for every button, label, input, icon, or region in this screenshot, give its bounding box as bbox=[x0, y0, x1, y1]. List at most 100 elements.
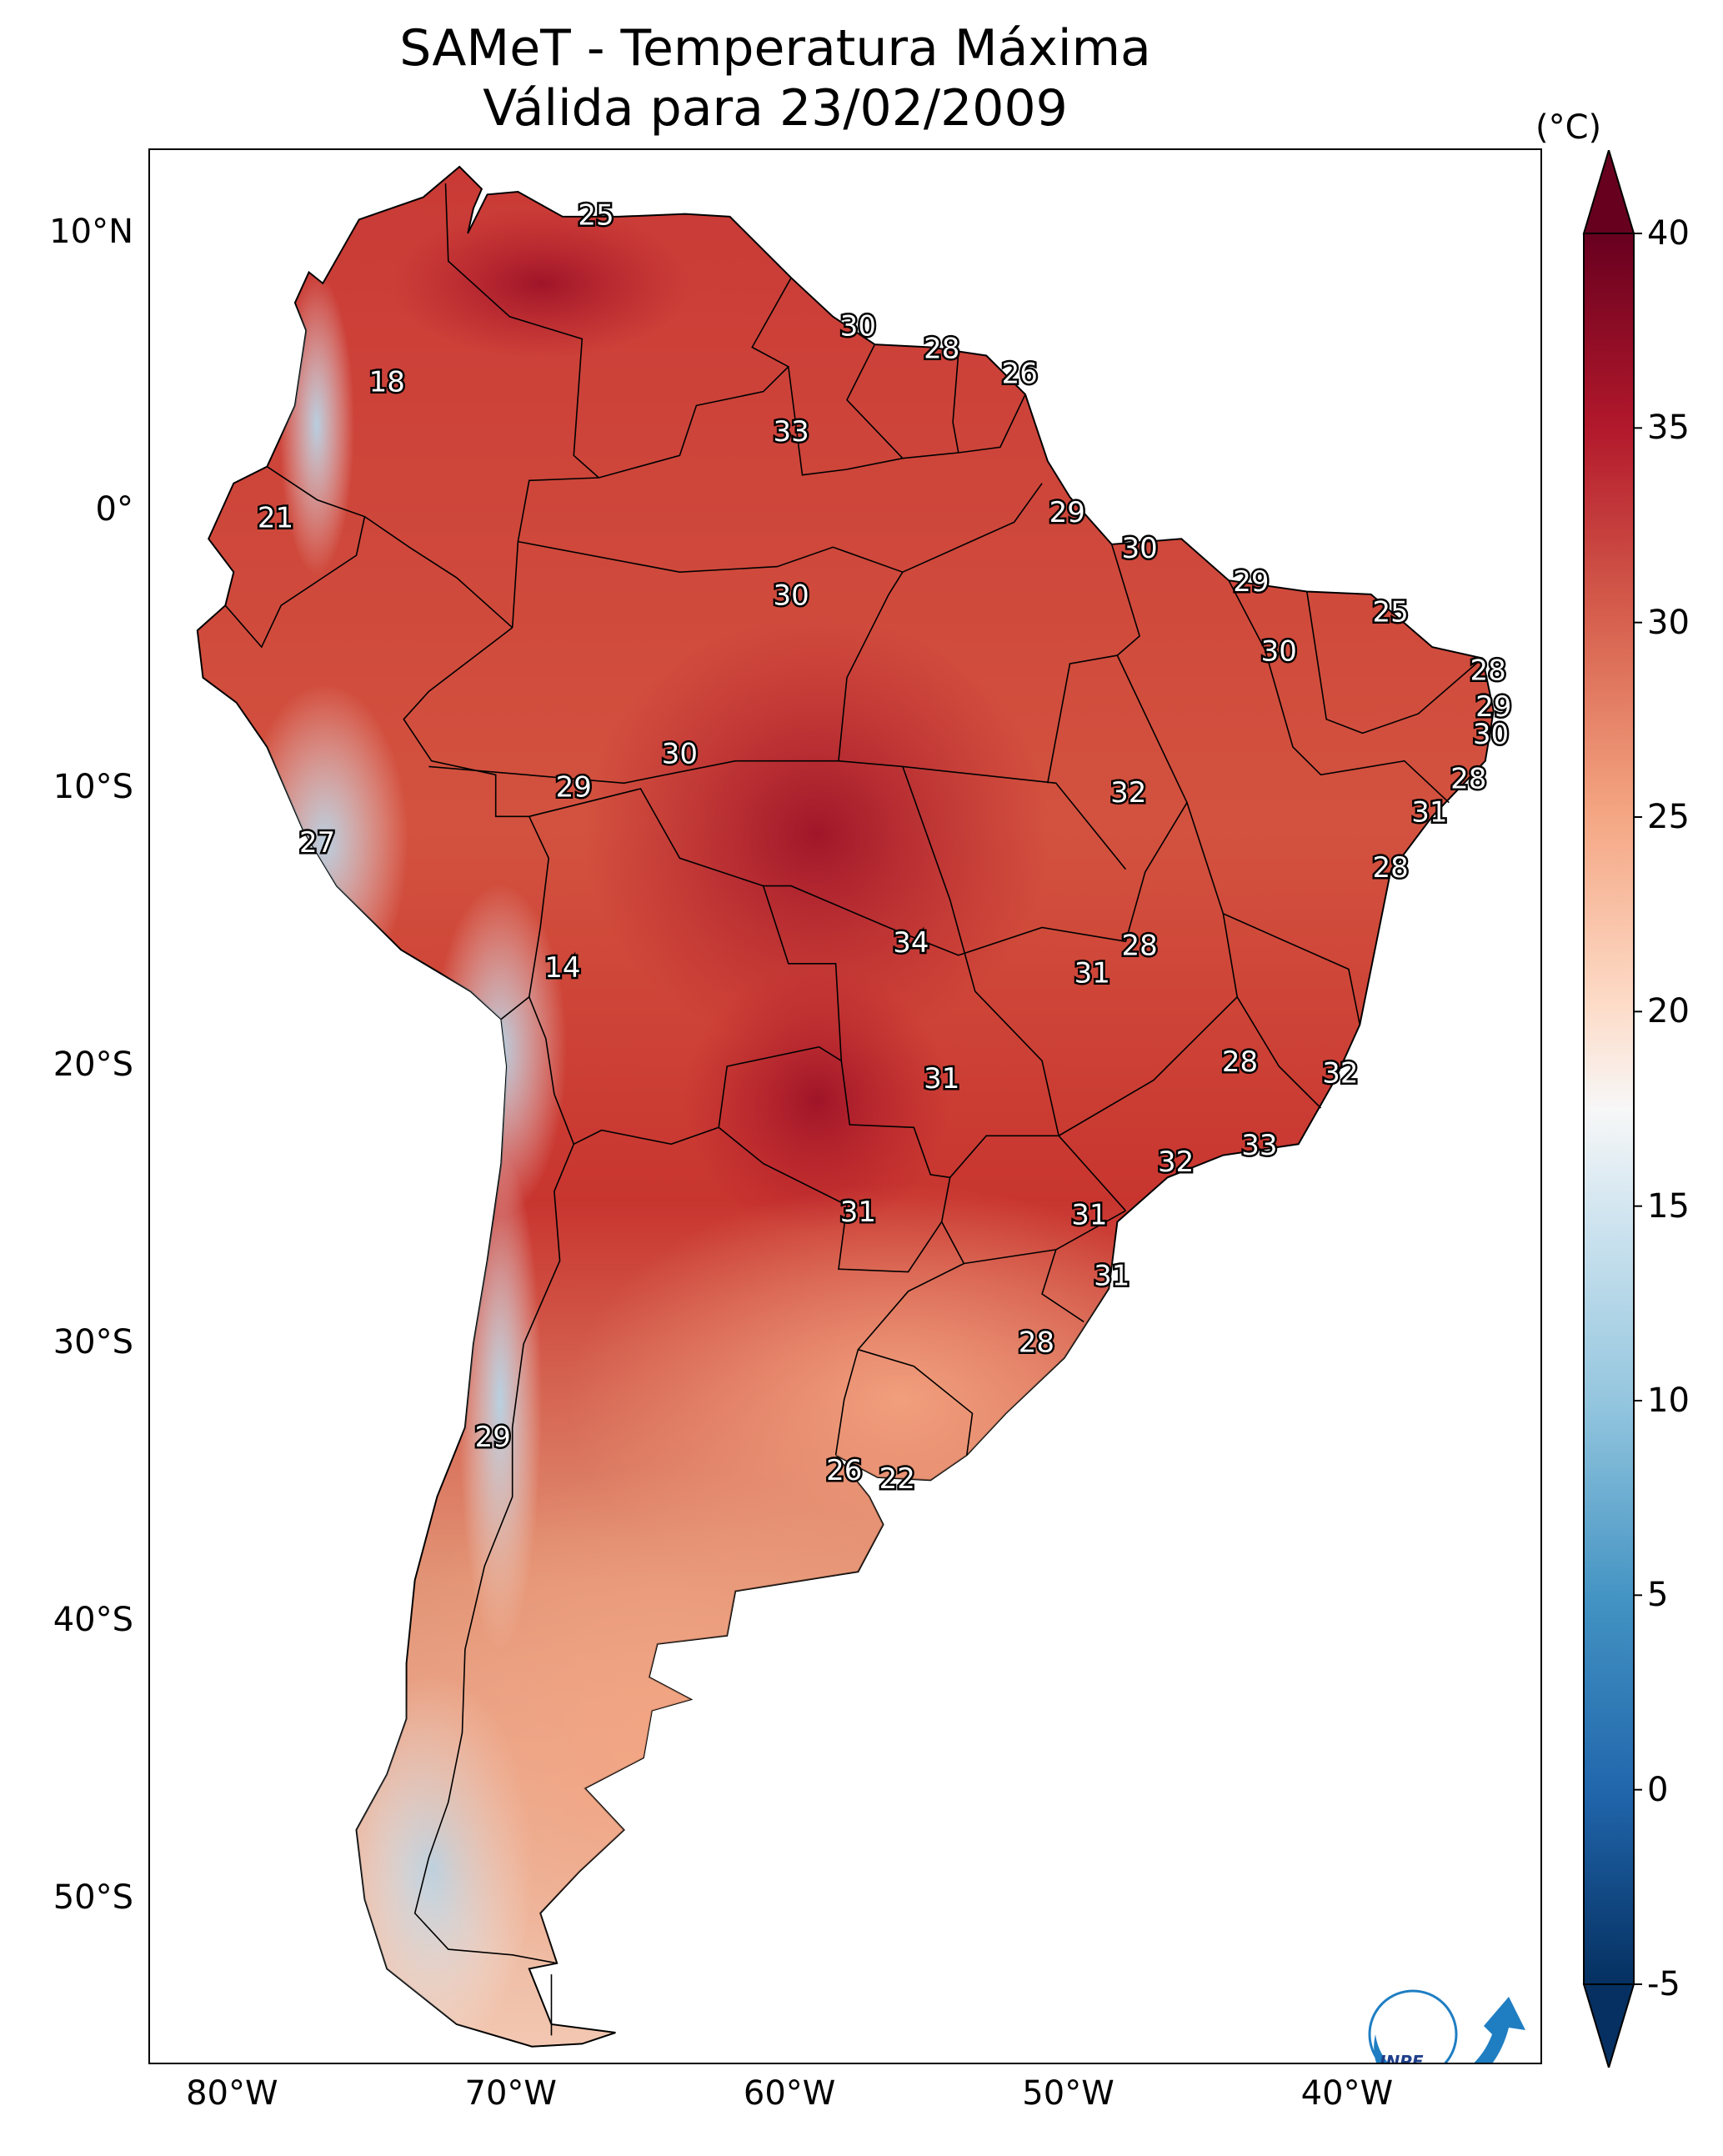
border-line bbox=[1228, 579, 1450, 804]
hot-region-central-brazil bbox=[584, 617, 1050, 1050]
border-line bbox=[364, 515, 513, 629]
border-line bbox=[1041, 1249, 1084, 1323]
border-line bbox=[1047, 544, 1141, 784]
border-line bbox=[599, 277, 792, 479]
border-line bbox=[858, 1348, 974, 1456]
colorbar-unit: (°C) bbox=[1535, 108, 1602, 147]
station-temperature-label: 33 bbox=[773, 415, 809, 449]
logo-text: INPE bbox=[1380, 2052, 1424, 2064]
border-line bbox=[500, 815, 550, 1020]
station-temperature-label: 32 bbox=[1322, 1057, 1358, 1091]
title-line-1: SAMeT - Temperatura Máxima bbox=[399, 19, 1151, 78]
longitude-tick-label: 50°W bbox=[1022, 2074, 1114, 2113]
station-temperature-label: 26 bbox=[826, 1454, 862, 1487]
station-temperature-label: 30 bbox=[773, 579, 809, 613]
border-line bbox=[949, 1135, 1059, 1178]
station-temperature-label: 31 bbox=[1411, 796, 1447, 830]
latitude-tick-label: 20°S bbox=[53, 1045, 133, 1085]
border-line bbox=[403, 627, 529, 818]
title-line-2: Válida para 23/02/2009 bbox=[483, 79, 1068, 138]
station-temperature-label: 27 bbox=[299, 826, 335, 860]
station-temperature-label: 30 bbox=[1261, 634, 1297, 668]
station-temperature-label: 30 bbox=[1121, 532, 1157, 565]
station-temperature-label: 28 bbox=[1372, 851, 1408, 885]
logo-swoosh bbox=[1374, 1997, 1525, 2063]
station-temperature-label: 22 bbox=[879, 1462, 915, 1496]
latitude-tick-label: 30°S bbox=[53, 1323, 133, 1362]
station-temperature-label: 31 bbox=[924, 1062, 959, 1096]
station-temperature-label: 28 bbox=[1121, 929, 1157, 962]
station-temperature-label: 25 bbox=[578, 198, 614, 232]
station-temperature-label: 29 bbox=[1049, 496, 1085, 529]
station-temperature-label: 31 bbox=[1071, 1198, 1107, 1231]
longitude-tick-label: 40°W bbox=[1300, 2074, 1394, 2113]
station-temperature-label: 28 bbox=[1019, 1326, 1054, 1360]
border-line bbox=[413, 1143, 575, 1964]
hot-region-venezuela bbox=[392, 208, 692, 358]
latitude-tick-label: 10°S bbox=[53, 768, 133, 806]
border-line bbox=[846, 343, 904, 459]
station-temperature-label: 28 bbox=[924, 332, 959, 365]
station-temperature-label: 31 bbox=[1074, 957, 1110, 990]
station-temperature-label: 30 bbox=[662, 738, 698, 771]
station-temperature-label: 29 bbox=[1233, 565, 1269, 599]
pale-region-argentina bbox=[367, 1467, 967, 2001]
station-temperature-label: 29 bbox=[1475, 690, 1511, 724]
colorbar-body bbox=[1583, 233, 1635, 1985]
colorbar-bottom-extension bbox=[1582, 1983, 1635, 2068]
station-temperature-label: 29 bbox=[475, 1421, 511, 1454]
latitude-tick-label: 10°N bbox=[49, 212, 133, 251]
station-temperature-label: 28 bbox=[1222, 1045, 1258, 1079]
station-temperature-label: 32 bbox=[1158, 1146, 1194, 1179]
colorbar-tick-label: 30 bbox=[1647, 603, 1690, 642]
latitude-tick-label: 0° bbox=[95, 489, 133, 529]
station-temperature-label: 28 bbox=[1470, 654, 1505, 688]
colorbar-tick-label: 20 bbox=[1647, 992, 1690, 1031]
colorbar-tick-label: 10 bbox=[1647, 1381, 1690, 1420]
border-line bbox=[444, 183, 599, 479]
station-temperature-label: 31 bbox=[1094, 1260, 1129, 1293]
station-temperature-label: 21 bbox=[258, 501, 293, 534]
station-temperature-label: 32 bbox=[1110, 776, 1146, 810]
border-line bbox=[1223, 913, 1361, 1025]
colorbar-tick-label: 5 bbox=[1647, 1576, 1669, 1615]
colorbar-ticks bbox=[1634, 233, 1642, 1985]
station-temperature-label: 34 bbox=[893, 926, 929, 960]
border-line bbox=[1058, 996, 1238, 1136]
station-temperature-label: 29 bbox=[556, 771, 592, 805]
colorbar-top-extension bbox=[1582, 150, 1635, 234]
latitude-tick-label: 40°S bbox=[53, 1601, 133, 1640]
colorbar bbox=[1582, 150, 1642, 2068]
border-line bbox=[224, 466, 366, 649]
border-line bbox=[838, 571, 904, 761]
border-line bbox=[902, 766, 1126, 1211]
station-temperature-label: 28 bbox=[1450, 763, 1486, 796]
inpe-logo: INPE bbox=[1368, 1989, 1525, 2064]
colorbar-tick-label: 0 bbox=[1647, 1770, 1669, 1809]
map-panel: 25 18 30 28 26 33 21 29 30 29 25 30 30 28 29 30 30 29 32 28… bbox=[148, 148, 1542, 2064]
colorbar-tick-label: 25 bbox=[1647, 798, 1690, 836]
longitude-tick-label: 70°W bbox=[464, 2074, 557, 2113]
station-temperature-label: 18 bbox=[369, 365, 405, 399]
colorbar-tick-label: -5 bbox=[1647, 1965, 1680, 2003]
station-temperature-label: 31 bbox=[840, 1196, 876, 1229]
logo-circle bbox=[1368, 1989, 1458, 2063]
station-temperature-label: 26 bbox=[1002, 357, 1038, 390]
longitude-tick-label: 80°W bbox=[186, 2074, 278, 2113]
map-title: SAMeT - Temperatura Máxima Válida para 2… bbox=[0, 18, 1550, 138]
land-mass bbox=[196, 165, 1495, 2048]
border-line bbox=[518, 483, 1043, 574]
border-line bbox=[834, 1221, 965, 1456]
border-line bbox=[1306, 591, 1483, 735]
latitude-tick-label: 50°S bbox=[53, 1878, 133, 1918]
longitude-tick-label: 60°W bbox=[743, 2074, 836, 2113]
station-temperature-label: 33 bbox=[1241, 1129, 1277, 1162]
colorbar-tick-label: 40 bbox=[1647, 214, 1690, 253]
station-temperature-label: 30 bbox=[840, 310, 876, 343]
colorbar-tick-label: 15 bbox=[1647, 1186, 1690, 1226]
border-line bbox=[528, 788, 843, 1146]
border-line bbox=[718, 1060, 951, 1273]
country-borders bbox=[224, 183, 1483, 2036]
